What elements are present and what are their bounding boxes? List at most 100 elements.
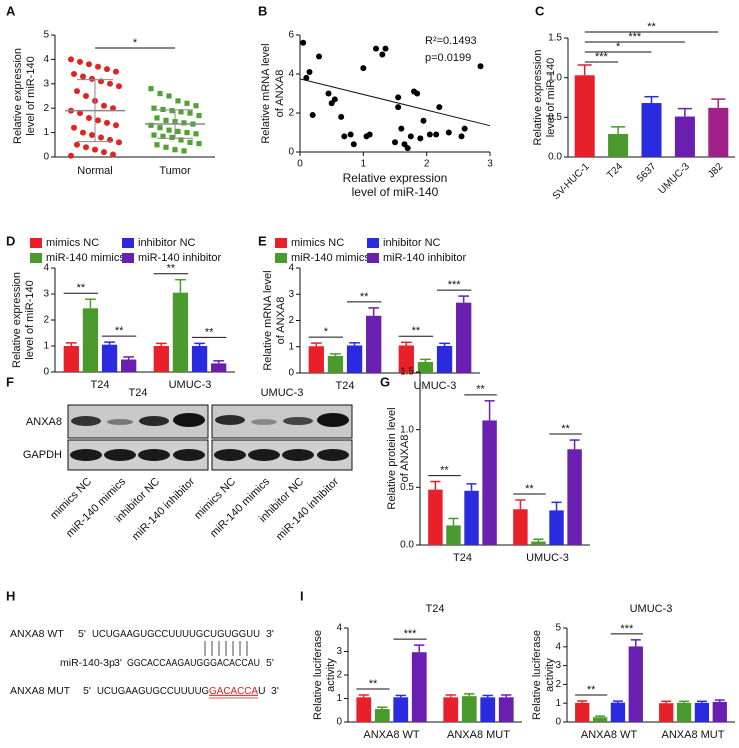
- bar: [628, 646, 643, 722]
- y-tick-label: 0.5: [400, 482, 414, 493]
- blot-lane-label: miR-140 inhibitor: [130, 475, 198, 543]
- data-point: [303, 74, 310, 81]
- significance-label: **: [369, 678, 378, 690]
- panel-letter: F: [6, 374, 14, 389]
- data-point: [169, 108, 175, 114]
- seq: GGCACCAAGAUGGGACACCAU: [127, 657, 260, 669]
- significance-label: **: [647, 21, 656, 33]
- y-tick-label: 3: [336, 646, 342, 657]
- data-point: [86, 114, 92, 121]
- legend-label: mimics NC: [291, 237, 344, 249]
- data-point: [196, 140, 202, 147]
- legend-label: mimics NC: [46, 237, 99, 249]
- data-point: [86, 61, 92, 68]
- y-tick-label: 4: [43, 54, 49, 65]
- legend-swatch: [367, 238, 379, 248]
- legend-swatch: [30, 238, 42, 248]
- blot-row-label: GAPDH: [23, 449, 62, 461]
- bar: [659, 703, 674, 722]
- significance-label: **: [115, 325, 124, 337]
- bar: [575, 702, 590, 722]
- data-point: [148, 86, 154, 92]
- bar: [121, 359, 137, 372]
- significance-label: **: [360, 291, 369, 303]
- y-tick-label: 3: [288, 289, 294, 300]
- y-tick-label: 0: [43, 367, 49, 378]
- blot-band: [173, 449, 205, 461]
- significance-label: ***: [404, 628, 418, 640]
- significance-label: *: [616, 41, 621, 53]
- data-point: [325, 90, 332, 97]
- chart: 0 1 2 3 4 5 Relative expression level of miR-14…: [12, 30, 215, 177]
- bar: [63, 346, 79, 372]
- data-point: [83, 144, 89, 151]
- significance-label: *: [324, 326, 329, 338]
- x-tick-label: ANXA8 WT: [581, 729, 638, 741]
- legend-swatch: [275, 253, 287, 263]
- bar: [549, 510, 564, 545]
- data-point: [477, 63, 484, 70]
- data-point: [181, 148, 187, 154]
- data-point: [366, 131, 373, 138]
- y-tick-label: 1: [336, 693, 342, 704]
- bar: [191, 346, 208, 372]
- bar: [610, 702, 626, 722]
- x-axis-label: level of miR-140: [352, 185, 439, 199]
- data-point: [154, 115, 160, 121]
- data-point: [417, 135, 424, 142]
- y-tick-label: 4: [288, 69, 294, 80]
- bar: [641, 103, 662, 157]
- significance-label: **: [587, 684, 596, 696]
- significance-label: ***: [595, 51, 609, 63]
- data-point: [163, 144, 169, 150]
- bar: [327, 355, 344, 373]
- data-point: [74, 88, 80, 95]
- bar: [498, 697, 514, 722]
- y-tick-label: 0: [336, 717, 342, 728]
- data-point: [395, 104, 402, 111]
- significance-label: **: [561, 423, 570, 435]
- bar: [411, 652, 427, 722]
- seq-name: ANXA8 MUT: [10, 685, 71, 697]
- y-axis-label: Relative expression: [532, 50, 544, 146]
- data-point: [68, 56, 74, 63]
- blot-band: [71, 416, 101, 426]
- blot-band: [248, 449, 280, 461]
- x-tick-label: UMUC-3: [657, 161, 693, 197]
- data-point: [166, 127, 172, 133]
- x-tick-label: 5637: [635, 161, 659, 185]
- chart-title: UMUC-3: [630, 603, 673, 615]
- bar: [574, 75, 595, 157]
- data-point: [300, 39, 307, 46]
- y-axis-label: Relative luciferase: [312, 630, 324, 720]
- x-tick-label: 3: [487, 159, 493, 170]
- x-axis-label: Relative expression: [343, 171, 448, 185]
- data-point: [110, 105, 116, 112]
- bar: [417, 361, 434, 373]
- blot-band: [317, 413, 349, 427]
- x-tick-label: T24: [605, 161, 625, 181]
- x-tick-label: J82: [706, 161, 725, 180]
- blot-band: [215, 415, 245, 425]
- legend-label: miR-140 inhibitor: [138, 252, 221, 264]
- data-point: [187, 110, 193, 116]
- y-tick-label: 1: [43, 127, 49, 138]
- y-tick-label: 4: [555, 641, 561, 652]
- data-point: [407, 133, 414, 140]
- y-axis-label: Relative mRNA level: [262, 270, 274, 370]
- y-tick-label: 5: [555, 623, 561, 634]
- blot-band: [251, 419, 277, 425]
- bar: [308, 346, 324, 373]
- data-point: [92, 146, 98, 153]
- significance-label: **: [205, 326, 214, 338]
- bar: [374, 709, 390, 722]
- y-tick-label: 5: [43, 30, 49, 41]
- sequence-alignment: ANXA8 WT 5' UCUGAAGUGCCUUUUGCUGUGGUU 3' …: [10, 628, 279, 699]
- chart: 0 2 4 6 Relative mRNA level of ANXA8 0 1 2 3 Relat…: [260, 30, 493, 200]
- data-point: [151, 105, 157, 111]
- bar: [82, 308, 99, 372]
- bar: [346, 345, 363, 373]
- x-tick-label: SV-HUC-1: [551, 161, 592, 202]
- y-tick-label: 6: [288, 30, 294, 41]
